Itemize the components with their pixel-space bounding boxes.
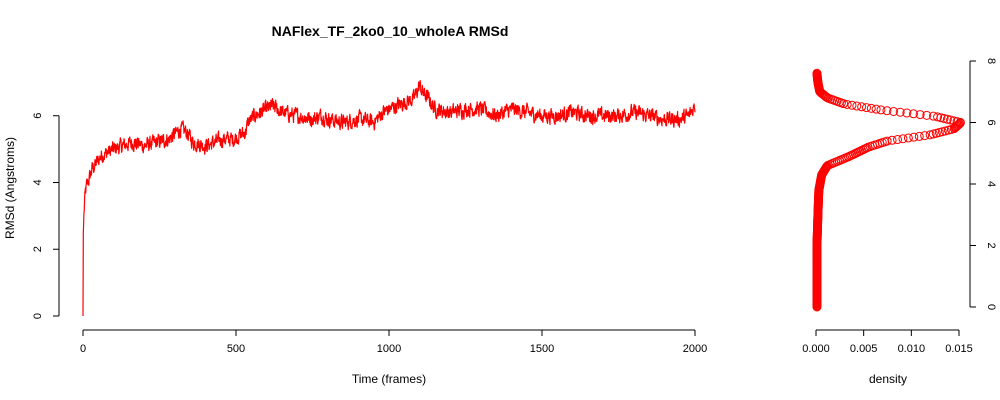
density-y-tick-label: 0 (985, 304, 997, 310)
density-x-tick-label: 0.010 (898, 343, 926, 355)
density-point (812, 68, 822, 78)
density-point (954, 119, 964, 129)
x-axis-label: Time (frames) (352, 372, 426, 386)
y-axis: 0 2 4 6 (32, 113, 60, 319)
density-point (925, 130, 935, 140)
density-x-axis-label: density (869, 372, 907, 386)
density-point (898, 134, 908, 144)
density-y-tick-label: 6 (985, 119, 997, 125)
density-x-tick-label: 0.005 (850, 343, 878, 355)
density-point (955, 117, 965, 127)
density-point (871, 104, 881, 114)
rmsd-series-line (82, 80, 696, 317)
x-tick-label: 2000 (683, 343, 707, 355)
density-point (895, 107, 905, 117)
density-point (946, 115, 956, 125)
density-point (893, 135, 903, 145)
density-point (928, 111, 938, 121)
x-tick-label: 500 (227, 343, 245, 355)
density-point (847, 100, 857, 110)
density-point (949, 116, 959, 126)
x-tick-label: 1500 (530, 343, 554, 355)
x-axis: 0 500 1000 1500 2000 (80, 329, 707, 355)
density-x-tick-label: 0.000 (802, 343, 830, 355)
density-point (861, 103, 871, 113)
density-point (903, 133, 913, 143)
density-point (887, 135, 897, 145)
density-point (908, 109, 918, 119)
density-point (866, 103, 876, 113)
y-tick-label: 4 (32, 179, 44, 185)
density-y-axis: 0 2 4 6 8 (969, 58, 997, 310)
density-point (902, 108, 912, 118)
density-y-tick-label: 2 (985, 242, 997, 248)
density-point (909, 132, 919, 142)
density-point (882, 136, 892, 146)
x-tick-label: 0 (80, 343, 86, 355)
density-y-tick-label: 8 (985, 58, 997, 64)
density-point (876, 105, 886, 115)
density-point (852, 101, 862, 111)
y-tick-label: 2 (32, 246, 44, 252)
chart-title: NAFlex_TF_2ko0_10_wholeA RMSd (272, 23, 509, 39)
y-tick-label: 6 (32, 113, 44, 119)
density-point (933, 112, 943, 122)
y-axis-label: RMSd (Angstroms) (3, 137, 17, 239)
density-point (882, 106, 892, 116)
density-point (952, 117, 962, 127)
density-y-tick-label: 4 (985, 181, 997, 187)
density-point (922, 110, 932, 120)
y-tick-label: 0 (32, 313, 44, 319)
density-point (914, 131, 924, 141)
density-point (942, 114, 952, 124)
density-panel: density 0.000 0.005 0.010 0.015 0 2 4 6 8 (802, 58, 997, 386)
density-point (861, 143, 871, 153)
x-tick-label: 1000 (377, 343, 401, 355)
density-points (812, 68, 965, 312)
density-point (857, 102, 867, 112)
density-point (915, 110, 925, 120)
rmsd-time-series-panel: NAFlex_TF_2ko0_10_wholeA RMSd Time (fram… (3, 23, 707, 386)
density-x-axis: 0.000 0.005 0.010 0.015 (802, 329, 973, 355)
density-point (842, 99, 852, 109)
density-point (920, 131, 930, 141)
density-x-tick-label: 0.015 (945, 343, 973, 355)
density-point (889, 106, 899, 116)
density-point (939, 113, 949, 123)
